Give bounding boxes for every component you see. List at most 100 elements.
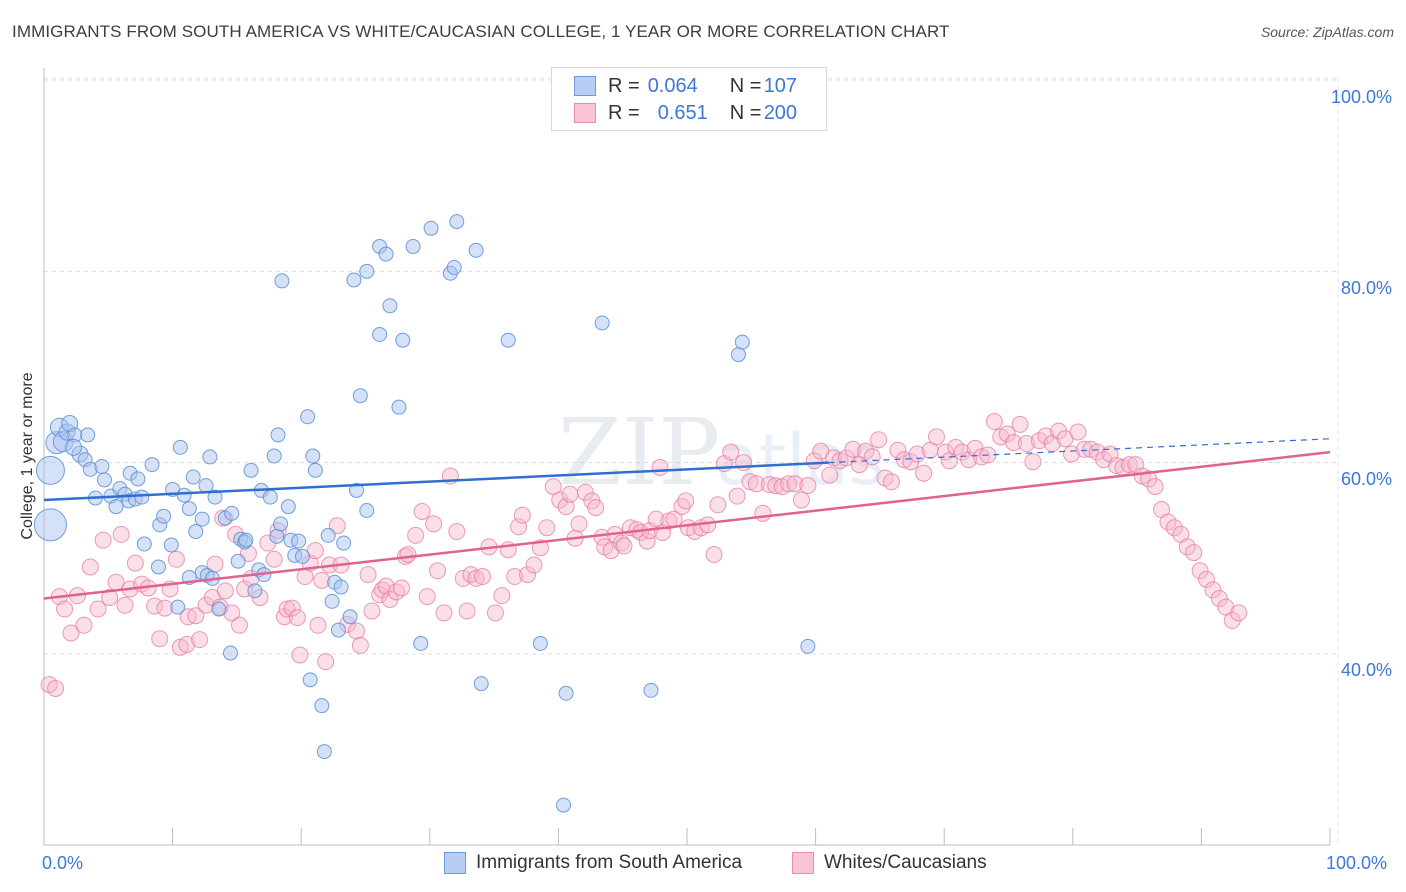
legend-stats: R = 0.064 N = 107 R = 0.651 N = 200	[551, 67, 827, 131]
point-whites	[805, 452, 823, 470]
point-immigrants	[342, 609, 358, 625]
point-whites	[531, 539, 549, 557]
point-whites	[1075, 440, 1093, 458]
point-whites	[576, 483, 594, 501]
point-whites	[1069, 423, 1087, 441]
point-whites	[116, 596, 134, 614]
point-immigrants	[413, 635, 429, 651]
point-immigrants	[238, 532, 254, 548]
point-whites	[513, 506, 531, 524]
point-whites	[151, 630, 169, 648]
point-whites	[927, 428, 945, 446]
point-whites	[191, 631, 209, 649]
point-whites	[506, 568, 524, 586]
point-immigrants	[224, 505, 240, 521]
point-whites	[767, 477, 785, 495]
point-whites	[306, 542, 324, 560]
point-whites	[799, 477, 817, 495]
legend-item-immigrants[interactable]: Immigrants from South America	[444, 852, 742, 874]
point-whites	[187, 607, 205, 625]
point-immigrants	[348, 482, 364, 498]
point-whites	[728, 487, 746, 505]
point-whites	[936, 443, 954, 461]
point-immigrants	[211, 601, 227, 617]
legend-swatch-blue	[444, 852, 466, 874]
point-immigrants	[324, 593, 340, 609]
point-whites	[870, 431, 888, 449]
point-whites	[677, 492, 695, 510]
r-label: R =	[608, 101, 640, 124]
point-whites	[821, 466, 839, 484]
point-immigrants	[468, 242, 484, 258]
point-whites	[747, 475, 765, 493]
point-whites	[313, 571, 331, 589]
point-immigrants	[33, 508, 67, 542]
point-whites	[741, 473, 759, 491]
point-immigrants	[391, 399, 407, 415]
legend-label-immigrants: Immigrants from South America	[476, 852, 743, 873]
point-whites	[47, 679, 65, 697]
x-tick-label-min: 0.0%	[42, 853, 84, 873]
point-whites	[844, 440, 862, 458]
point-immigrants	[94, 458, 110, 474]
point-whites	[709, 496, 727, 514]
legend-label-whites: Whites/Caucasians	[824, 852, 987, 873]
point-immigrants	[176, 487, 192, 503]
point-whites	[291, 646, 309, 664]
point-immigrants	[532, 635, 548, 651]
point-immigrants	[446, 260, 462, 276]
point-immigrants	[35, 455, 65, 485]
point-whites	[1120, 456, 1138, 474]
point-immigrants	[336, 535, 352, 551]
point-whites	[780, 475, 798, 493]
point-immigrants	[382, 298, 398, 314]
point-immigrants	[330, 622, 346, 638]
point-immigrants	[405, 238, 421, 254]
point-whites	[288, 609, 306, 627]
point-immigrants	[266, 448, 282, 464]
point-immigrants	[188, 524, 204, 540]
point-immigrants	[80, 427, 96, 443]
point-immigrants	[247, 583, 263, 599]
point-whites	[359, 566, 377, 584]
r-value: 0.064	[647, 74, 698, 97]
point-whites	[146, 597, 164, 615]
point-whites	[1230, 604, 1248, 622]
point-immigrants	[352, 388, 368, 404]
point-whites	[407, 526, 425, 544]
point-whites	[722, 443, 740, 461]
point-whites	[882, 473, 900, 491]
point-immigrants	[500, 332, 516, 348]
point-whites	[1005, 434, 1023, 452]
point-immigrants	[307, 462, 323, 478]
point-whites	[985, 413, 1003, 431]
n-label: N =	[729, 101, 762, 124]
point-immigrants	[230, 553, 246, 569]
point-immigrants	[556, 797, 572, 813]
point-immigrants	[346, 272, 362, 288]
point-immigrants	[156, 508, 172, 524]
point-whites	[448, 523, 466, 541]
point-whites	[425, 515, 443, 533]
point-immigrants	[643, 682, 659, 698]
point-immigrants	[243, 462, 259, 478]
point-whites	[126, 554, 144, 572]
x-tick-label-max: 100.0%	[1326, 853, 1388, 873]
point-whites	[399, 546, 417, 564]
legend-item-whites[interactable]: Whites/Caucasians	[792, 852, 987, 874]
chart-title: IMMIGRANTS FROM SOUTH AMERICA VS WHITE/C…	[12, 22, 950, 41]
point-whites	[1191, 562, 1209, 580]
point-immigrants	[305, 448, 321, 464]
point-immigrants	[320, 527, 336, 543]
point-whites	[309, 616, 327, 634]
point-whites	[1210, 590, 1228, 608]
point-whites	[467, 569, 485, 587]
point-whites	[1185, 544, 1203, 562]
point-immigrants	[730, 347, 746, 363]
point-immigrants	[316, 744, 332, 760]
point-whites	[56, 600, 74, 618]
point-whites	[1063, 445, 1081, 463]
point-whites	[1108, 457, 1126, 475]
y-tick-label-80: 80.0%	[1340, 278, 1392, 298]
trend-lines	[43, 438, 1331, 600]
